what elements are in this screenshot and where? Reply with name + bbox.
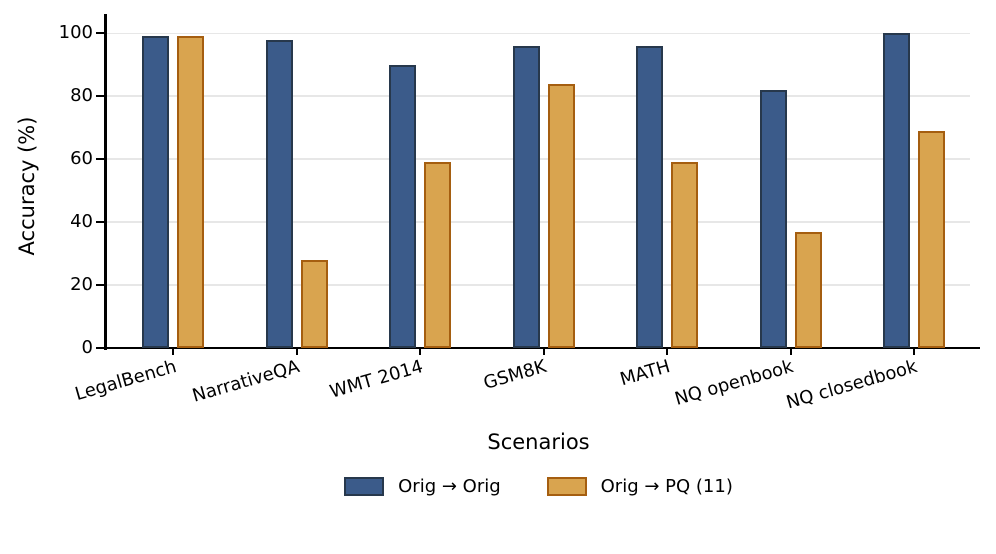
y-tick-label: 60 — [70, 148, 93, 170]
legend: Orig → Orig Orig → PQ (11) — [107, 477, 970, 496]
y-tick-mark — [96, 284, 104, 287]
bar-orig-orig — [883, 33, 910, 348]
legend-item-orig-orig: Orig → Orig — [344, 477, 501, 496]
bar-orig-orig — [759, 89, 787, 348]
bar-group-1 — [262, 14, 332, 348]
bar-orig-orig — [636, 45, 663, 348]
legend-swatch-orig-pq-icon — [546, 477, 587, 496]
x-category-label: NarrativeQA — [190, 356, 303, 407]
y-tick-mark — [96, 95, 104, 98]
y-tick-mark — [96, 347, 104, 349]
legend-item-orig-pq: Orig → PQ (11) — [546, 475, 733, 497]
bar-group-6 — [879, 14, 949, 348]
y-tick-mark — [96, 158, 104, 161]
x-tick-mark — [542, 349, 545, 355]
bar-group-3 — [509, 14, 579, 348]
plot-area — [107, 14, 970, 348]
legend-label-orig-orig: Orig → Orig — [398, 475, 501, 497]
bar-orig-pq — [547, 83, 575, 348]
bar-orig-pq — [177, 36, 204, 348]
bar-orig-orig — [512, 45, 540, 348]
bar-group-2 — [385, 14, 455, 348]
x-tick-mark — [419, 349, 421, 355]
bar-orig-orig — [142, 36, 169, 348]
legend-swatch-orig-orig-icon — [344, 477, 385, 496]
bar-orig-pq — [918, 130, 945, 348]
x-axis-label: Scenarios — [487, 430, 590, 454]
bar-orig-pq — [794, 231, 822, 348]
bar-group-4 — [632, 14, 702, 348]
gridline — [107, 32, 970, 35]
x-category-label: NQ closedbook — [783, 356, 920, 414]
x-category-label: MATH — [617, 356, 673, 391]
x-tick-mark — [172, 349, 174, 355]
y-tick-mark — [96, 32, 104, 35]
y-tick-label: 20 — [70, 274, 93, 296]
bar-orig-pq — [300, 259, 328, 348]
y-axis-label: Accuracy (%) — [15, 116, 39, 256]
x-category-label: LegalBench — [72, 356, 179, 405]
y-tick-label: 80 — [70, 85, 93, 107]
y-tick-label: 40 — [70, 211, 93, 233]
x-tick-mark — [666, 349, 668, 355]
y-tick-label: 100 — [58, 22, 93, 44]
bar-group-5 — [756, 14, 826, 348]
bar-orig-orig — [389, 64, 416, 348]
legend-label-orig-pq: Orig → PQ (11) — [600, 475, 733, 497]
x-tick-mark — [913, 349, 915, 355]
bar-orig-pq — [424, 162, 451, 348]
bar-orig-pq — [671, 162, 698, 348]
x-category-label: NQ openbook — [672, 356, 797, 410]
bar-group-0 — [138, 14, 208, 348]
y-axis-spine — [104, 14, 107, 350]
bar-orig-orig — [265, 39, 293, 348]
x-axis-line — [104, 346, 980, 349]
y-tick-label: 0 — [81, 337, 93, 358]
x-category-label: WMT 2014 — [327, 356, 426, 403]
x-tick-mark — [789, 349, 792, 355]
x-tick-mark — [295, 349, 298, 355]
y-tick-mark — [96, 221, 104, 224]
x-category-label: GSM8K — [481, 356, 550, 394]
